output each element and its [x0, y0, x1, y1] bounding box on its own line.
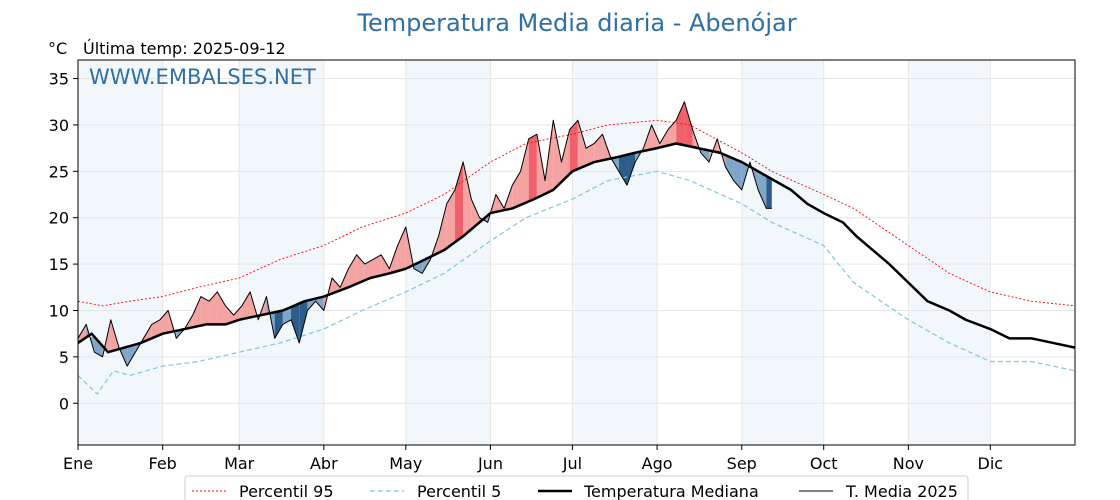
- month-bands: [78, 60, 991, 445]
- fill-below-29: [315, 296, 324, 311]
- series-line-p95: [77, 119, 1076, 307]
- fill-above-35: [364, 259, 374, 281]
- fill-above-19: [233, 305, 242, 322]
- fill-above-59: [561, 129, 570, 182]
- x-tick-label-ago: Ago: [642, 454, 673, 473]
- fill-above-39: [397, 226, 406, 272]
- fill-above-56: [536, 134, 546, 198]
- fill-above-61: [577, 120, 587, 170]
- x-tick-label-mar: Mar: [224, 454, 255, 473]
- fill-above-55: [528, 134, 537, 202]
- fill-above-46: [454, 162, 464, 243]
- fill-below-26: [291, 303, 300, 343]
- last-temp-label: Última temp: 2025-09-12: [83, 39, 286, 58]
- y-tick-label-30: 30: [49, 116, 69, 135]
- y-axis: 0 5 10 15 20 25 30 35: [49, 70, 78, 413]
- fill-above-44: [438, 203, 447, 253]
- fill-below-6: [127, 344, 136, 367]
- fill-above-48: [471, 199, 480, 230]
- fill-above-33: [348, 254, 357, 288]
- legend-label-p5: Percentil 5: [417, 482, 501, 500]
- fill-above-54: [520, 138, 529, 205]
- fill-below-79: [725, 155, 734, 181]
- fill-below-83: [758, 171, 767, 209]
- fill-below-84: [766, 175, 772, 209]
- fill-above-47: [463, 162, 472, 237]
- x-tick-label-may: May: [389, 454, 422, 473]
- fill-above-37: [381, 254, 390, 276]
- month-band-jul: [572, 60, 658, 445]
- fill-above-10: [159, 310, 169, 335]
- x-tick-label-sep: Sep: [727, 454, 757, 473]
- unit-label: °C: [48, 39, 67, 58]
- y-tick-label-35: 35: [49, 70, 69, 89]
- x-tick-label-feb: Feb: [149, 454, 177, 473]
- fill-below-67: [627, 152, 636, 186]
- legend: Percentil 95 Percentil 5 Temperatura Med…: [184, 475, 969, 500]
- y-tick-label-15: 15: [49, 255, 69, 274]
- y-tick-label-20: 20: [49, 209, 69, 228]
- month-band-mar: [239, 60, 324, 445]
- y-tick-label-0: 0: [59, 394, 69, 413]
- fill-below-76: [700, 148, 709, 163]
- fill-above-3: [102, 319, 111, 357]
- legend-label-p95: Percentil 95: [239, 482, 334, 500]
- month-band-ene: [78, 60, 163, 445]
- x-tick-label-abr: Abr: [310, 454, 338, 473]
- fill-above-70: [651, 124, 660, 150]
- series-line-median: [77, 142, 1076, 354]
- x-tick-label-dic: Dic: [978, 454, 1004, 473]
- fill-above-36: [373, 254, 382, 278]
- fill-above-20: [241, 291, 251, 320]
- month-band-may: [405, 60, 491, 445]
- fill-above-17: [217, 291, 226, 325]
- y-tick-label-25: 25: [49, 162, 69, 181]
- series-line-media2025: [77, 101, 772, 367]
- fill-above-15: [200, 296, 210, 326]
- fill-above-31: [332, 278, 341, 294]
- fill-above-62: [586, 143, 595, 166]
- fill-below-80: [733, 158, 742, 190]
- fill-above-71: [659, 129, 669, 148]
- fill-above-77: [708, 138, 718, 163]
- fill-above-16: [209, 291, 218, 325]
- x-tick-label-jul: Jul: [562, 454, 582, 473]
- fill-above-14: [192, 296, 201, 328]
- y-tick-label-10: 10: [49, 301, 69, 320]
- x-tick-label-nov: Nov: [893, 454, 924, 473]
- chart-title: Temperatura Media diaria - Abenójar: [356, 9, 796, 37]
- legend-label-media2025: T. Media 2025: [845, 482, 958, 500]
- fill-above-53: [512, 171, 521, 209]
- y-tick-label-5: 5: [59, 348, 69, 367]
- x-tick-label-ene: Ene: [63, 454, 93, 473]
- month-band-sep: [741, 60, 824, 445]
- month-band-nov: [908, 60, 991, 445]
- fill-above-45: [446, 189, 455, 249]
- legend-label-median: Temperatura Mediana: [583, 482, 759, 500]
- x-tick-label-oct: Oct: [810, 454, 838, 473]
- fill-below-24: [274, 310, 283, 339]
- fill-above-18: [225, 305, 234, 325]
- x-tick-label-jun: Jun: [477, 454, 503, 473]
- watermark: WWW.EMBALSES.NET: [89, 65, 316, 89]
- fill-below-25: [282, 307, 292, 325]
- x-axis: Ene Feb Mar Abr May Jun Jul Ago Sep Oct Nov Dic: [63, 445, 1003, 473]
- fill-above-9: [151, 319, 160, 339]
- fill-above-73: [676, 101, 685, 146]
- fill-above-72: [668, 120, 677, 146]
- legend-box: [184, 475, 969, 500]
- fill-below-2: [94, 336, 103, 357]
- fill-below-27: [299, 300, 308, 343]
- series-lines: [77, 101, 1076, 395]
- plot-frame: [77, 59, 1076, 446]
